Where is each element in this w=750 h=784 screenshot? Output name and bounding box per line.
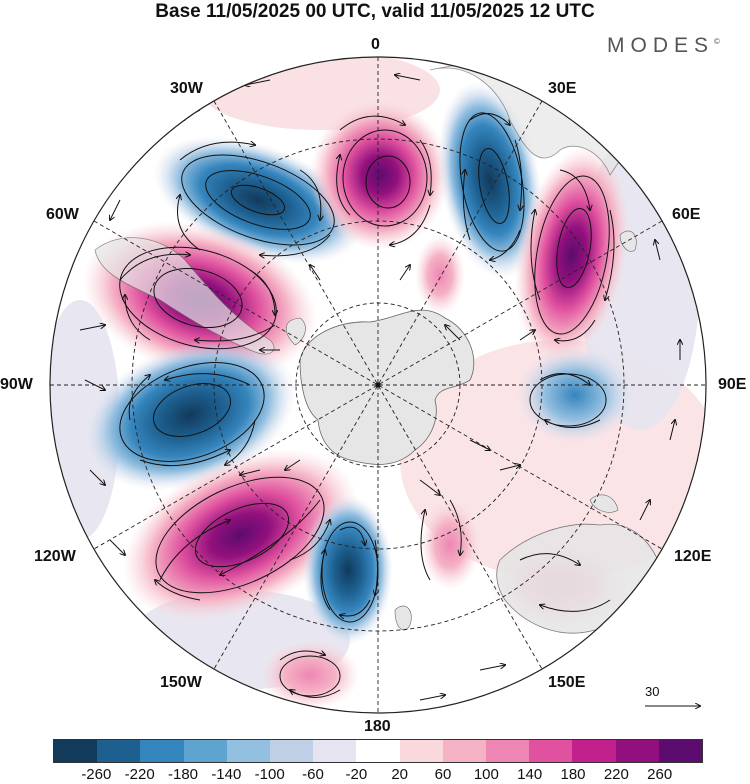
south-america <box>94 237 275 355</box>
lon-label-150e: 150E <box>548 674 586 691</box>
lon-label-120w: 120W <box>34 548 76 565</box>
map-field <box>50 57 706 713</box>
colorbar-tick-label: -140 <box>211 766 242 783</box>
colorbar-tick-label: -260 <box>81 766 112 783</box>
colorbar-tick-label: -20 <box>345 766 368 783</box>
lon-label-30w: 30W <box>170 80 203 97</box>
lon-label-60e: 60E <box>672 206 701 223</box>
anomaly-center <box>260 640 360 710</box>
brand-text: MODES <box>607 34 715 57</box>
colorbar-tick-label: 20 <box>391 766 408 783</box>
lon-label-60w: 60W <box>46 206 79 223</box>
colorbar-swatch <box>226 740 271 762</box>
colorbar-swatch <box>97 740 141 762</box>
polar-map <box>49 56 707 714</box>
colorbar-tick-label: -60 <box>302 766 324 783</box>
colorbar-swatch <box>356 740 400 762</box>
colorbar-tick-label: 60 <box>434 766 452 783</box>
colorbar-tick-label: 260 <box>647 766 673 783</box>
colorbar-swatch <box>399 740 443 762</box>
colorbar-swatch <box>572 740 616 762</box>
modes-logo: MODES© <box>607 34 720 58</box>
anomaly-center <box>122 448 358 622</box>
anomaly-center <box>514 146 630 364</box>
colorbar-swatch <box>658 740 703 762</box>
colorbar-swatch <box>140 740 184 762</box>
colorbar-tick-label: 100 <box>473 766 499 783</box>
colorbar-tick-label: 140 <box>517 766 543 783</box>
anomaly-center <box>303 495 393 645</box>
anomaly-center <box>515 345 635 445</box>
anomaly-center <box>310 100 450 250</box>
lon-label-180: 180 <box>364 718 391 735</box>
colorbar-swatch <box>54 740 98 762</box>
colorbar <box>53 739 703 763</box>
colorbar-tick-label: 220 <box>603 766 629 783</box>
anomaly-center <box>83 339 297 491</box>
lon-label-90e: 90E <box>718 376 747 393</box>
lon-label-120e: 120E <box>674 548 712 565</box>
lon-label-150w: 150W <box>160 674 202 691</box>
colorbar-swatch <box>615 740 659 762</box>
brand-mark: © <box>714 37 720 46</box>
colorbar-swatch <box>486 740 530 762</box>
reference-vector-label: 30 <box>645 684 660 699</box>
lon-label-30e: 30E <box>548 80 577 97</box>
antarctica <box>299 309 475 465</box>
colorbar-tick-label: -220 <box>124 766 155 783</box>
colorbar-swatch <box>442 740 487 762</box>
colorbar-swatch <box>183 740 227 762</box>
colorbar-tick-label: -180 <box>167 766 199 783</box>
lon-label-0: 0 <box>371 36 380 53</box>
colorbar-tick-label: 180 <box>560 766 586 783</box>
colorbar-swatch <box>270 740 314 762</box>
lon-label-90w: 90W <box>0 376 33 393</box>
colorbar-swatch <box>529 740 573 762</box>
colorbar-swatch <box>313 740 357 762</box>
map-title: Base 11/05/2025 00 UTC, valid 11/05/2025… <box>155 1 595 22</box>
colorbar-ticks: -260 -220 -180 -140 -100 -60 -20 20 60 100 140 180 2… <box>0 766 750 784</box>
colorbar-tick-label: -100 <box>254 766 285 783</box>
